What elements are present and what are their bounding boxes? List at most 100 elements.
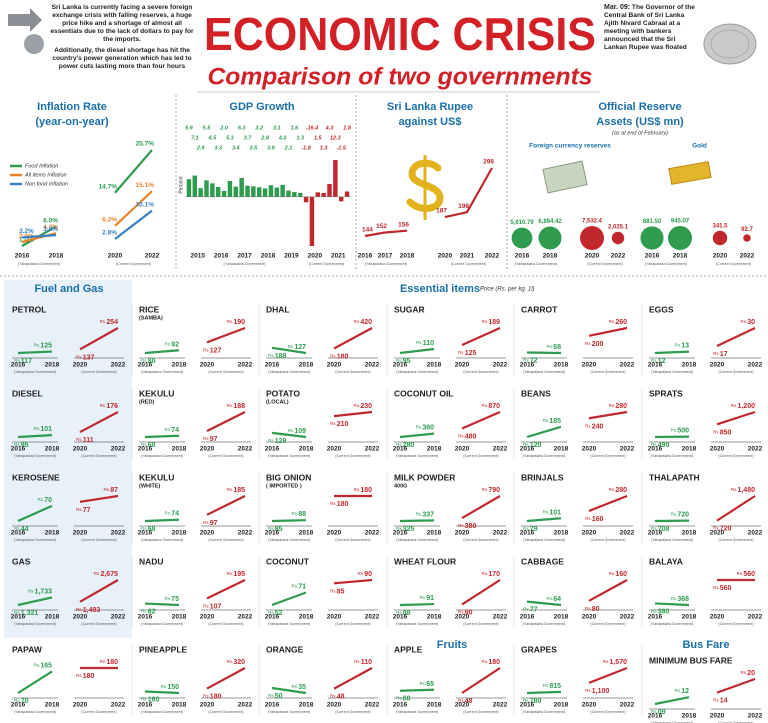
x-tick-label: 2016 bbox=[393, 702, 408, 709]
price-value: 77 bbox=[530, 606, 538, 613]
price-label: Rs.12 bbox=[674, 688, 689, 695]
price-label: Rs.280 bbox=[609, 487, 628, 494]
price-label: Rs.65 bbox=[419, 681, 434, 688]
item-sub: 400G bbox=[394, 483, 407, 489]
x-tick-label: 2022 bbox=[620, 362, 635, 369]
price-label: Rs.107 bbox=[203, 603, 222, 610]
price-label: Rs.70 bbox=[14, 698, 29, 705]
price-value: 180 bbox=[106, 659, 118, 666]
price-value: 117 bbox=[21, 358, 32, 365]
x-tick-label: 2020 bbox=[200, 530, 215, 537]
price-prefix: Rs. bbox=[674, 343, 681, 348]
price-prefix: Rs. bbox=[671, 428, 678, 433]
price-value: 127 bbox=[210, 347, 222, 354]
price-label: Rs.125 bbox=[34, 342, 53, 349]
x-tick-label: 2016 bbox=[520, 362, 535, 369]
price-label: Rs.77 bbox=[76, 507, 91, 514]
price-prefix: Rs. bbox=[546, 596, 553, 601]
price-value: 1,480 bbox=[737, 487, 755, 494]
price-value: 68 bbox=[553, 344, 561, 351]
government-label: (Current Government) bbox=[463, 454, 498, 458]
price-prefix: Rs. bbox=[268, 526, 275, 531]
price-label: Rs.1,321 bbox=[14, 610, 38, 617]
bar-label: 4.3 bbox=[325, 125, 334, 131]
price-prefix: Rs. bbox=[671, 512, 678, 517]
price-value: 165 bbox=[40, 662, 52, 669]
price-prefix: Rs. bbox=[482, 659, 489, 664]
x-tick-label: 2022 bbox=[111, 530, 126, 537]
price-prefix: Rs. bbox=[161, 684, 168, 689]
bar bbox=[297, 192, 303, 197]
government-label: (Yahapalana Government) bbox=[141, 622, 183, 626]
bar-label: 3.4 bbox=[232, 145, 240, 151]
series-name: Foreign currency reserves bbox=[529, 143, 611, 150]
price-prefix: Rs. bbox=[396, 442, 403, 447]
data-label: 6.0% bbox=[43, 217, 58, 224]
bar bbox=[268, 185, 274, 197]
price-label: Rs.97 bbox=[203, 520, 218, 527]
price-prefix: Rs. bbox=[458, 350, 465, 355]
bar bbox=[338, 196, 344, 202]
price-line bbox=[716, 677, 756, 694]
price-label: Rs.88 bbox=[291, 511, 306, 518]
bar bbox=[274, 187, 280, 197]
x-tick-label: 2020 bbox=[327, 702, 342, 709]
price-value: 185 bbox=[549, 418, 561, 425]
bar-label: 4.0 bbox=[278, 135, 287, 141]
x-tick-label: 2016 bbox=[265, 530, 280, 537]
price-value: 107 bbox=[210, 603, 222, 610]
x-tick-label: 2022 bbox=[111, 614, 126, 621]
price-value: 180 bbox=[337, 501, 349, 508]
x-tick-label: 2018 bbox=[299, 702, 314, 709]
price-value: 490 bbox=[658, 442, 670, 449]
price-prefix: Rs. bbox=[731, 403, 738, 408]
price-value: 68 bbox=[148, 526, 156, 533]
price-value: 50 bbox=[275, 693, 283, 700]
x-tick-label: 2022 bbox=[611, 253, 626, 260]
price-label: Rs.137 bbox=[76, 354, 95, 361]
price-label: Rs.260 bbox=[609, 319, 628, 326]
price-value: 109 bbox=[294, 428, 306, 435]
price-prefix: Rs. bbox=[651, 709, 658, 714]
price-label: Rs.79 bbox=[523, 526, 538, 533]
bar-label: 2.9 bbox=[196, 145, 206, 151]
bar bbox=[192, 175, 198, 197]
price-value: 1,200 bbox=[737, 403, 755, 410]
x-tick-label: 2020 bbox=[73, 362, 88, 369]
price-prefix: Rs. bbox=[609, 487, 616, 492]
section-title: Fruits bbox=[437, 639, 468, 651]
price-prefix: Rs. bbox=[713, 430, 720, 435]
bubble bbox=[511, 227, 533, 249]
x-tick-label: 2020 bbox=[582, 362, 597, 369]
price-prefix: Rs. bbox=[585, 516, 592, 521]
price-label: Rs.64 bbox=[546, 596, 561, 603]
price-value: 260 bbox=[615, 319, 627, 326]
price-prefix: Rs. bbox=[609, 403, 616, 408]
x-tick-label: 2022 bbox=[493, 446, 508, 453]
price-value: 1,733 bbox=[34, 588, 52, 595]
x-tick-label: 2018 bbox=[45, 530, 60, 537]
price-prefix: Rs. bbox=[100, 319, 107, 324]
price-value: 110 bbox=[361, 659, 372, 666]
price-prefix: Rs. bbox=[523, 698, 530, 703]
price-value: 280 bbox=[615, 403, 627, 410]
price-value: 35 bbox=[298, 684, 306, 691]
price-label: Rs.48 bbox=[458, 698, 473, 705]
price-prefix: Rs. bbox=[737, 571, 744, 576]
x-tick-label: 2018 bbox=[427, 614, 442, 621]
item-name: KEROSENE bbox=[12, 472, 60, 482]
price-label: Rs.85 bbox=[268, 526, 283, 533]
x-tick-label: 2020 bbox=[710, 614, 725, 621]
x-tick-label: 2018 bbox=[172, 530, 187, 537]
price-prefix: Rs. bbox=[37, 497, 44, 502]
note-date: Mar. 09: bbox=[604, 4, 631, 11]
x-tick-label: 2020 bbox=[582, 702, 597, 709]
item-name: MILK POWDER bbox=[394, 472, 455, 482]
price-value: 790 bbox=[488, 487, 500, 494]
note-text: The Governor of the Central Bank of Sri … bbox=[604, 4, 695, 51]
x-tick-label: 2022 bbox=[748, 362, 763, 369]
data-label: 15.1% bbox=[136, 182, 155, 189]
x-tick-label: 2018 bbox=[299, 530, 314, 537]
price-value: 17 bbox=[720, 351, 728, 358]
x-tick-label: 2020 bbox=[73, 614, 88, 621]
